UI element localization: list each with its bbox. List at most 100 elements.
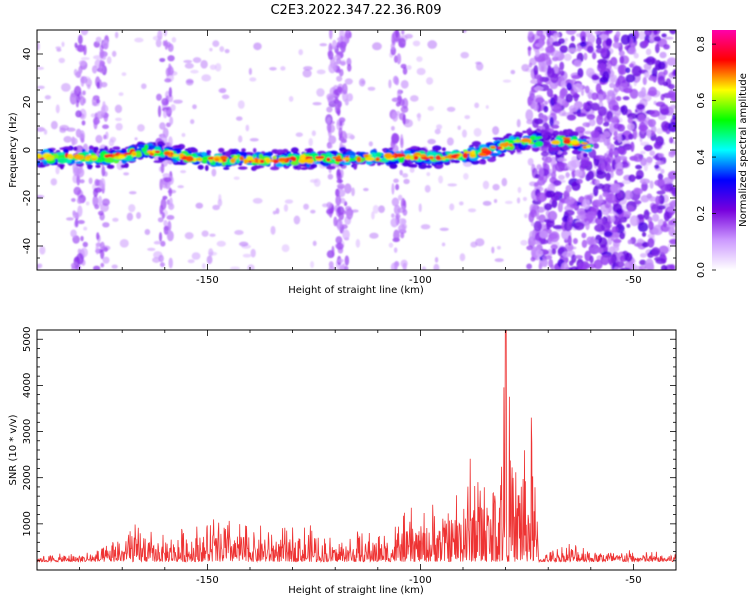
spectrogram-cell: [546, 190, 556, 198]
spectrogram-cell: [70, 229, 77, 238]
spectrogram-cell: [647, 118, 657, 127]
spectrogram-cell: [646, 265, 655, 270]
spectrogram-cell: [597, 62, 607, 73]
spectrogram-cell: [184, 232, 194, 240]
spectrogram-cell: [653, 30, 658, 36]
spectrogram-cell: [93, 116, 100, 125]
colorbar-ticks: 0.0 0.2 0.4 0.6 0.8: [696, 36, 716, 278]
spectrogram-cell: [595, 47, 606, 54]
spectrogram-cell: [192, 104, 197, 110]
spectrogram-cell: [538, 214, 546, 223]
spectrogram-cell: [55, 152, 66, 155]
spectrogram-cell: [344, 30, 351, 39]
spectrogram-cell: [417, 112, 421, 122]
spectrogram-cell: [481, 151, 492, 154]
spectrogram-cell: [577, 262, 587, 270]
spectrogram-cell: [654, 164, 660, 170]
spectrogram-cell: [337, 183, 345, 190]
spectrogram-cell: [668, 219, 675, 226]
spectrogram-cell: [280, 66, 286, 71]
spectrogram-cell: [624, 190, 633, 200]
spectrogram-cell: [174, 145, 182, 148]
spectrogram-cell: [337, 86, 343, 94]
spectrogram-cell: [660, 168, 665, 174]
spectrogram-cell: [368, 141, 373, 147]
spectrogram-cell: [168, 94, 174, 103]
spectrogram-cell: [453, 159, 461, 164]
spectrogram-cell: [218, 194, 222, 202]
spectrogram-cell: [510, 69, 516, 75]
spectrogram-cell: [45, 156, 55, 161]
spectrogram-cell: [363, 154, 369, 158]
spectrogram-cell: [83, 44, 87, 56]
spectrogram-cell: [395, 30, 399, 38]
spectrogram-cell: [564, 209, 575, 216]
spectrogram-cell: [334, 101, 341, 112]
spectrogram-cell: [97, 195, 103, 207]
spectrogram-cell: [522, 130, 527, 134]
spectrogram-panel: -150 -100 -50 -40 -20 0 20 40 Height of straig…: [8, 29, 677, 296]
spectrogram-cell: [80, 30, 89, 36]
spectrogram-cell: [220, 155, 228, 160]
spectrogram-cell: [111, 50, 117, 57]
spectrogram-cell: [529, 90, 533, 100]
spectrogram-cell: [587, 170, 595, 180]
spectrogram-cell: [530, 256, 536, 262]
spectrogram-cell: [80, 76, 88, 84]
spectrogram-cell: [672, 69, 676, 76]
spectrogram-cell: [657, 75, 666, 86]
spectrogram-cell: [77, 219, 85, 225]
spectrogram-cell: [166, 215, 175, 220]
spectrogram-cell: [541, 255, 553, 260]
spectrogram-cell: [611, 226, 619, 233]
spectrogram-cell: [668, 226, 676, 237]
spectrogram-cell: [119, 239, 129, 248]
spectrogram-cell: [520, 239, 528, 246]
spectrogram-cell: [658, 245, 669, 255]
spectrogram-cell: [393, 247, 398, 253]
spectrogram-cell: [543, 105, 549, 113]
spectrogram-cell: [551, 140, 561, 145]
spectrogram-cell: [428, 156, 435, 160]
spectrogram-cell: [402, 67, 408, 75]
spectrogram-cell: [562, 251, 571, 258]
spectrogram-cell: [344, 183, 352, 194]
spectrogram-cell: [388, 79, 392, 89]
spectrogram-cell: [558, 38, 566, 44]
spectrogram-cell: [628, 174, 636, 183]
spectrogram-cell: [72, 235, 80, 244]
spectrogram-cell: [583, 194, 594, 200]
spectrogram-cell: [102, 222, 110, 228]
spectrogram-cell: [420, 224, 431, 230]
spectrogram-cell: [167, 154, 172, 158]
spectrogram-cell: [582, 122, 591, 128]
colorbar-tick-label: 0.6: [696, 93, 707, 109]
spectrogram-cell: [161, 212, 165, 219]
spectrogram-cell: [95, 134, 103, 144]
spectrogram-cell: [553, 94, 558, 105]
spectrogram-cell: [101, 165, 106, 177]
spectrogram-cell: [434, 256, 439, 263]
spectrogram-cell: [594, 155, 606, 160]
spectrogram-cell: [526, 128, 533, 135]
spectrogram-cell: [594, 179, 600, 186]
spectrogram-cell: [91, 65, 98, 74]
snr-y-label: SNR (10 * v/v): [8, 414, 19, 485]
spectrogram-cell: [667, 170, 676, 180]
spectrogram-cell: [338, 211, 344, 221]
spectrogram-cell: [638, 265, 647, 270]
spectrogram-cell: [667, 90, 675, 99]
spectrogram-cell: [493, 199, 498, 203]
spectrogram-cell: [609, 122, 615, 134]
spectrogram-cell: [155, 38, 162, 48]
spectrogram-cell: [172, 153, 179, 157]
spectrogram-cell: [670, 127, 676, 132]
spectrogram-cell: [79, 95, 86, 106]
spectrogram-cell: [115, 122, 123, 131]
spectrogram-cell: [73, 186, 82, 196]
spectrogram-cell: [81, 120, 86, 126]
spectrogram-cell: [303, 66, 313, 71]
spectrogram-cell: [648, 86, 657, 97]
spectrogram-cell: [310, 261, 315, 269]
spectrogram-cell: [230, 266, 240, 270]
